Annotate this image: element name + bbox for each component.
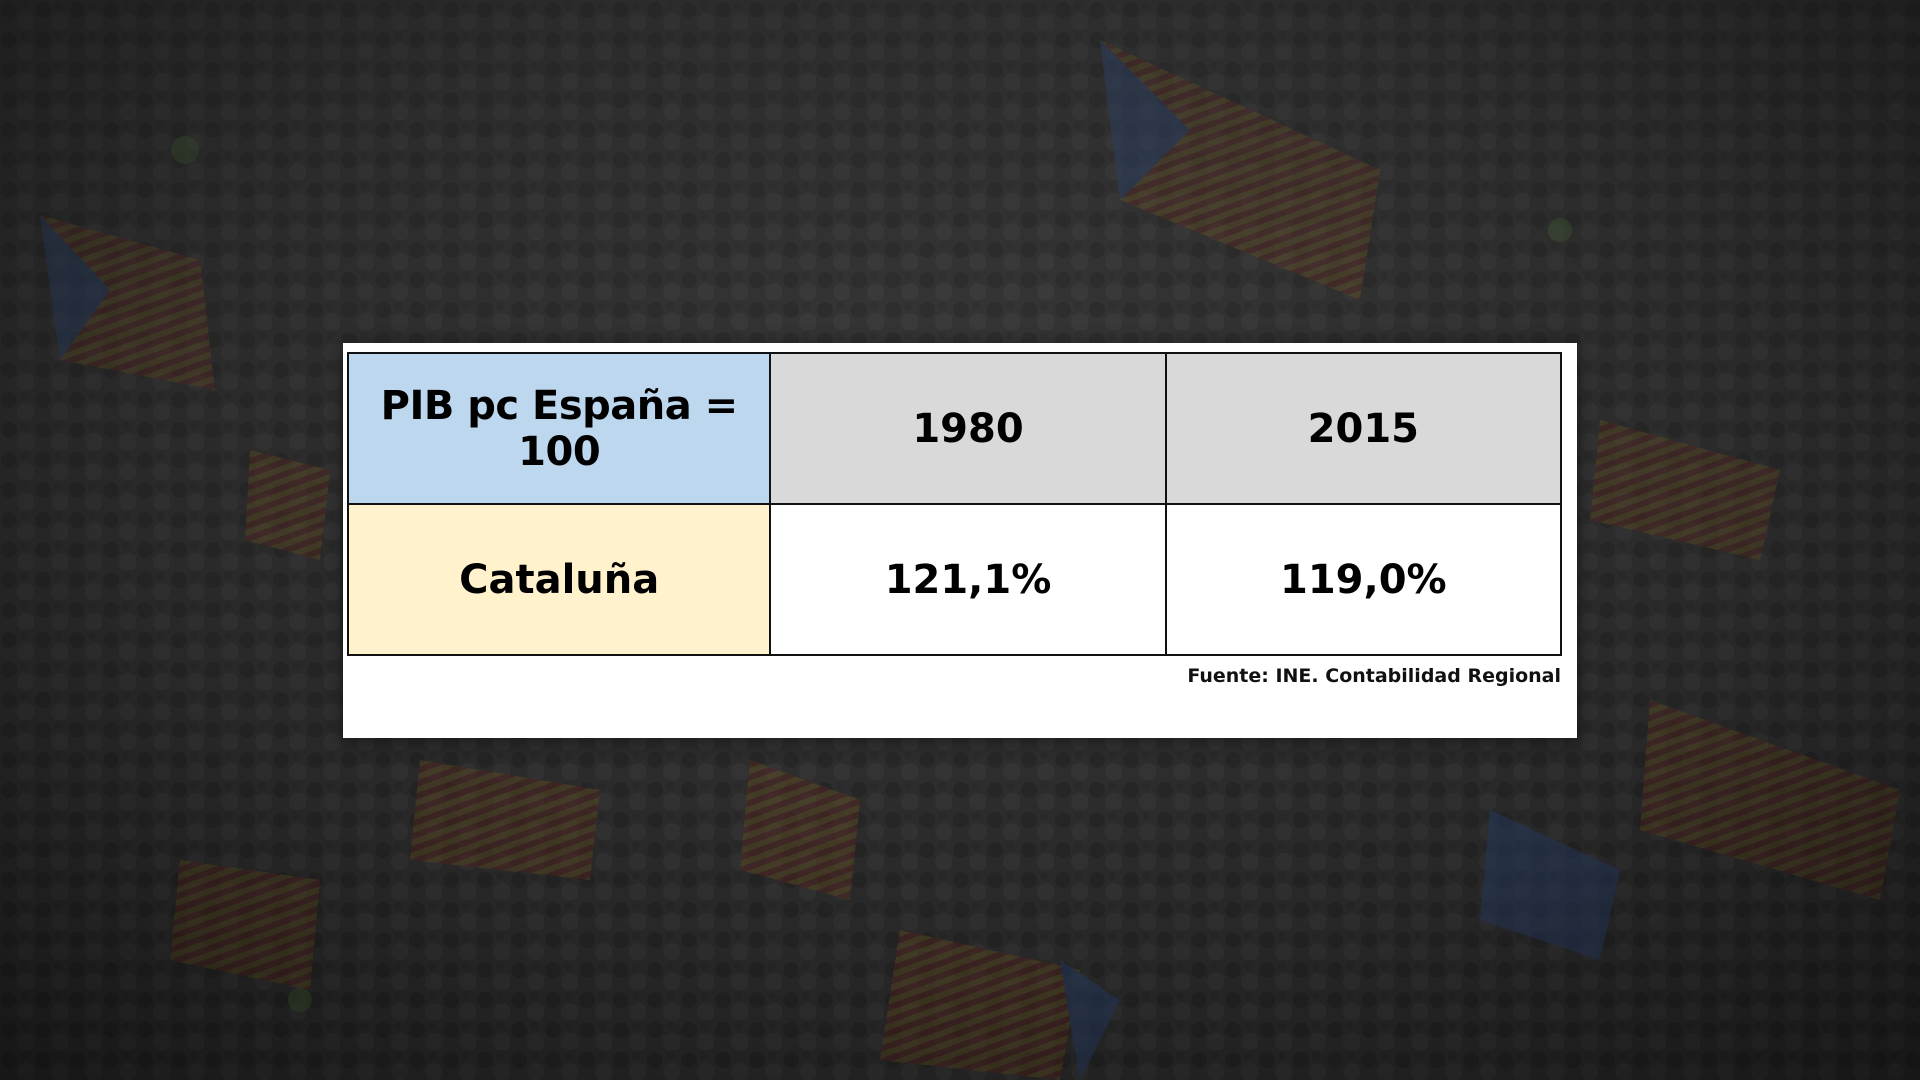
year-header-2015: 2015 (1164, 352, 1563, 505)
corner-label-cell: PIB pc España = 100 (346, 352, 772, 505)
table-row: Cataluña 121,1% 119,0% (346, 503, 1563, 656)
year-header-1980: 1980 (769, 352, 1167, 505)
table-card: PIB pc España = 100 1980 2015 Cataluña 1… (343, 343, 1577, 738)
data-table: PIB pc España = 100 1980 2015 Cataluña 1… (346, 352, 1563, 656)
value-cell-2015: 119,0% (1164, 503, 1563, 656)
row-label-cataluna: Cataluña (346, 503, 772, 656)
header-row: PIB pc España = 100 1980 2015 (346, 352, 1563, 505)
value-cell-1980: 121,1% (769, 503, 1167, 656)
source-note: Fuente: INE. Contabilidad Regional (1187, 665, 1561, 687)
